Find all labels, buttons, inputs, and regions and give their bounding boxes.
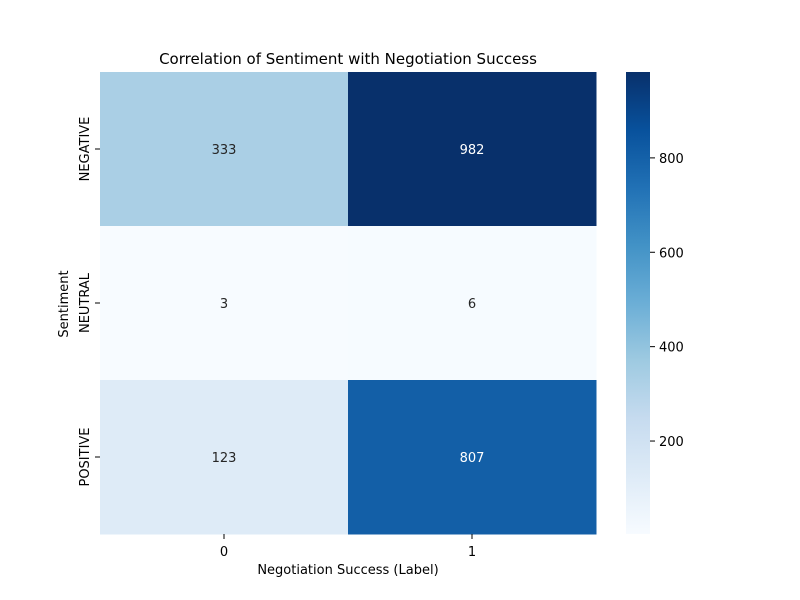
heatmap-cells — [100, 72, 597, 535]
heatmap-cell — [100, 72, 349, 227]
heatmap-cell — [100, 380, 349, 535]
colorbar-tick-label: 800 — [659, 152, 684, 167]
colorbar-tick-label: 600 — [659, 246, 684, 261]
colorbar-ticks: 200 400 600 800 — [650, 152, 684, 450]
y-tick-label: NEUTRAL — [78, 272, 93, 333]
heatmap-cell — [348, 380, 597, 535]
y-axis-ticks: NEGATIVE NEUTRAL POSITIVE — [78, 117, 100, 487]
cell-value-label: 3 — [220, 297, 228, 312]
heatmap-cell — [348, 72, 597, 227]
heatmap-cell — [100, 226, 349, 381]
cell-value-label: 807 — [460, 451, 485, 466]
x-tick-label: 1 — [468, 545, 476, 560]
colorbar — [626, 72, 650, 534]
cell-value-label: 6 — [468, 297, 476, 312]
colorbar-tick-label: 200 — [659, 435, 684, 450]
y-tick-label: POSITIVE — [78, 427, 93, 486]
heatmap-cell — [348, 226, 597, 381]
cell-value-label: 123 — [212, 451, 237, 466]
y-axis-label: Sentiment — [57, 270, 72, 337]
cell-value-label: 982 — [460, 143, 485, 158]
x-tick-label: 0 — [220, 545, 228, 560]
chart-title: Correlation of Sentiment with Negotiatio… — [159, 50, 537, 68]
cell-value-labels: 333 982 3 6 123 807 — [212, 143, 485, 466]
colorbar-tick-label: 400 — [659, 341, 684, 356]
y-tick-label: NEGATIVE — [78, 117, 93, 182]
x-axis-label: Negotiation Success (Label) — [257, 563, 438, 578]
cell-value-label: 333 — [212, 143, 237, 158]
